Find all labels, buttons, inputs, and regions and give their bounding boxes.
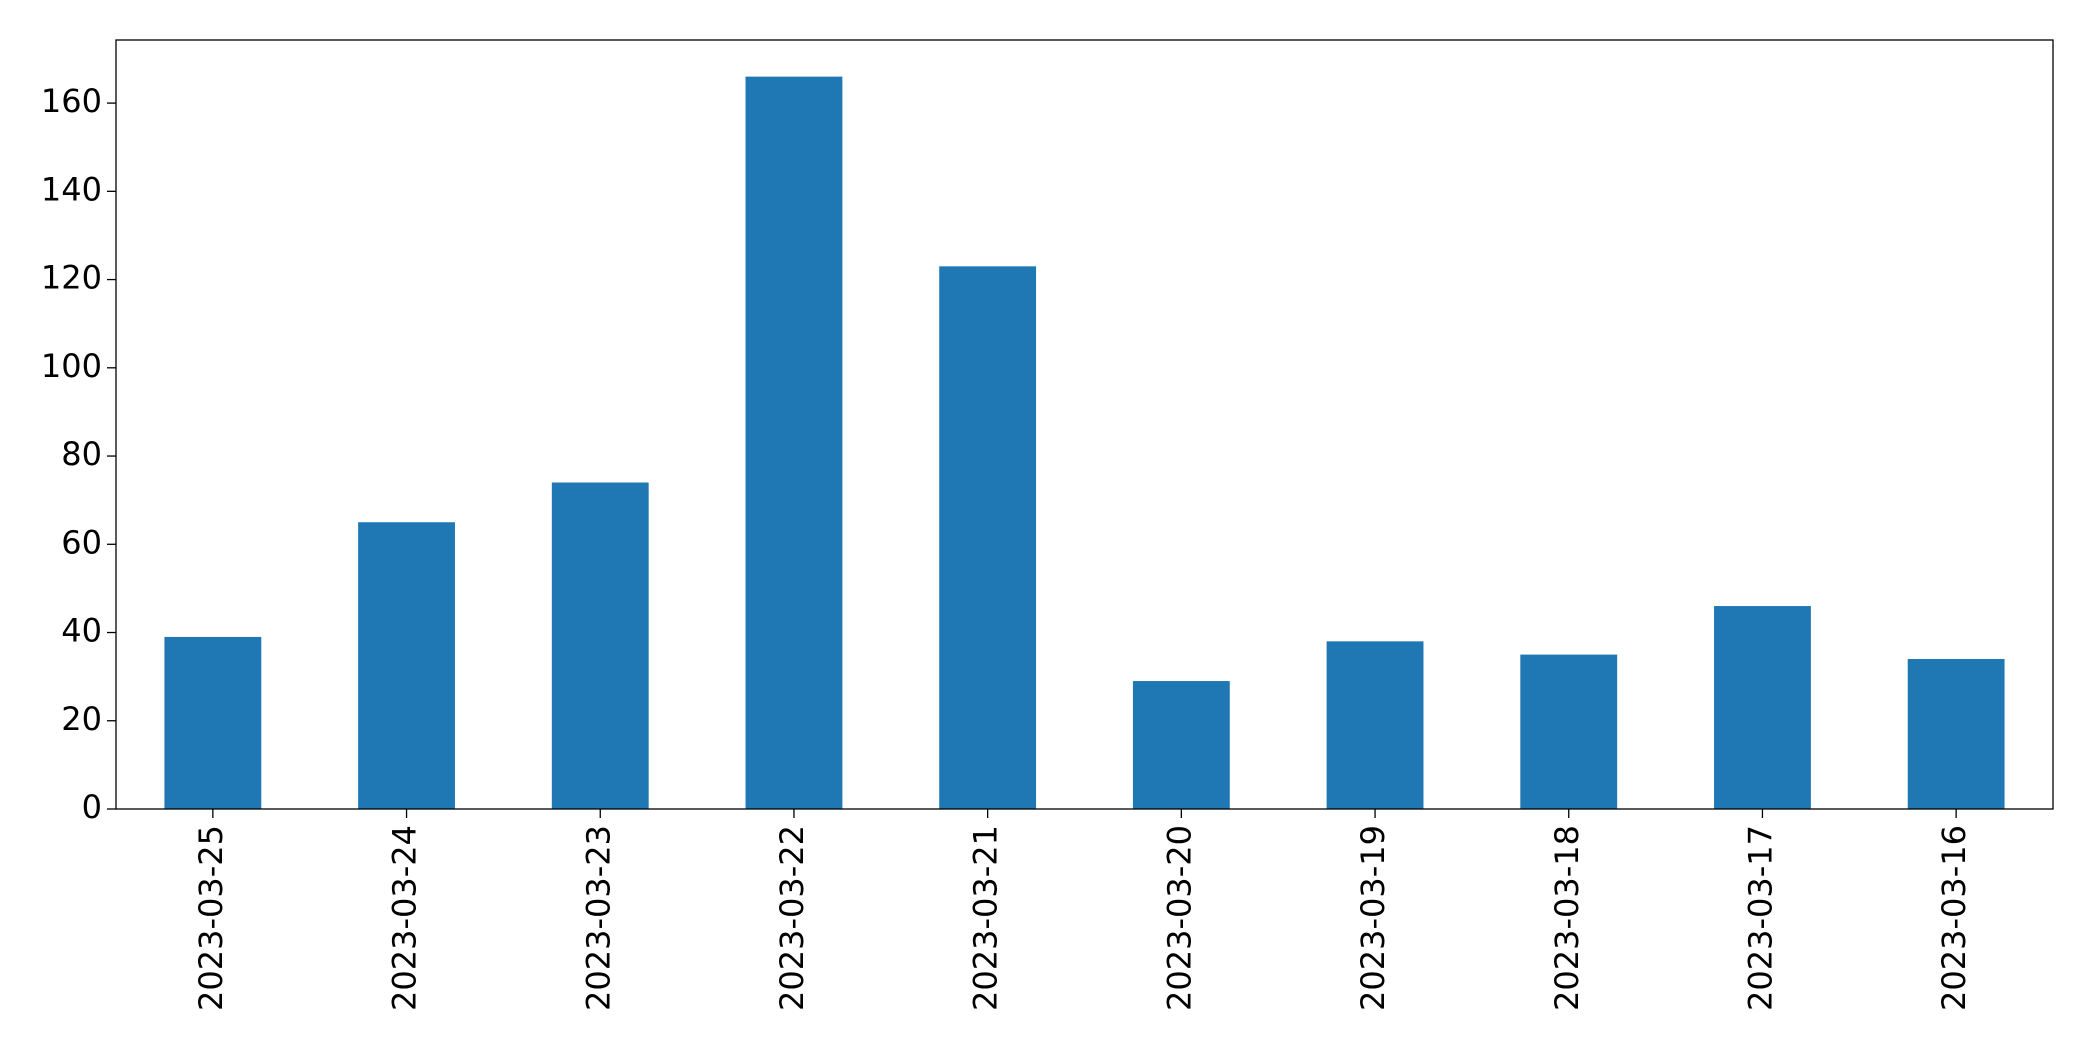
- y-tick-label: 140: [41, 170, 102, 208]
- x-tick-label: 2023-03-16: [1935, 825, 1973, 1011]
- y-tick-label: 160: [41, 82, 102, 120]
- x-tick-label: 2023-03-24: [386, 825, 424, 1011]
- y-tick-label: 120: [41, 259, 102, 297]
- y-tick-label: 20: [61, 700, 102, 738]
- bar: [551, 482, 649, 809]
- x-tick-label: 2023-03-20: [1160, 825, 1198, 1011]
- x-tick-label: 2023-03-21: [967, 825, 1005, 1011]
- x-tick-label: 2023-03-17: [1741, 825, 1779, 1011]
- x-tick-label: 2023-03-23: [579, 825, 617, 1011]
- bar: [164, 636, 262, 809]
- y-tick-label: 60: [61, 523, 102, 561]
- y-tick-label: 80: [61, 435, 102, 473]
- x-tick-label: 2023-03-25: [192, 825, 230, 1011]
- bar: [1520, 654, 1618, 809]
- y-tick-label: 40: [61, 612, 102, 650]
- y-tick-label: 0: [82, 788, 102, 826]
- bar: [745, 76, 843, 810]
- bar: [1326, 641, 1424, 809]
- x-tick-label: 2023-03-18: [1548, 825, 1586, 1011]
- bar: [1907, 658, 2005, 809]
- bar: [1132, 681, 1230, 809]
- bar: [939, 266, 1037, 810]
- bar: [358, 522, 455, 809]
- x-tick-label: 2023-03-19: [1354, 825, 1392, 1011]
- x-tick-label: 2023-03-22: [773, 825, 811, 1011]
- plot-frame: [115, 39, 2054, 810]
- bar: [1714, 606, 1811, 809]
- y-tick-label: 100: [41, 347, 102, 385]
